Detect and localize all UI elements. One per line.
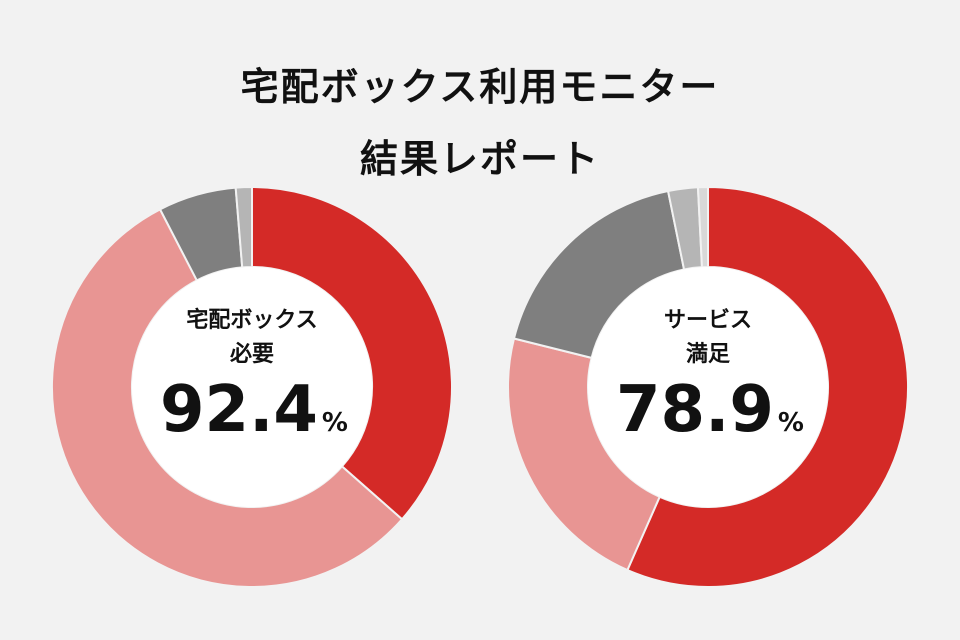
donut-center [132,267,372,507]
page-title-line2: 結果レポート [359,137,600,181]
donut-center-value: 78.9% [616,373,804,447]
donut-center [588,267,828,507]
donut-center-label: 満足 [686,341,730,367]
donut-center-label: サービス [664,308,752,333]
donut-center-value: 92.4% [160,373,348,447]
donut-center-label: 宅配ボックス [186,307,317,333]
donut-center-label: 必要 [230,341,274,367]
page-title-line1: 宅配ボックス利用モニター [240,65,720,109]
